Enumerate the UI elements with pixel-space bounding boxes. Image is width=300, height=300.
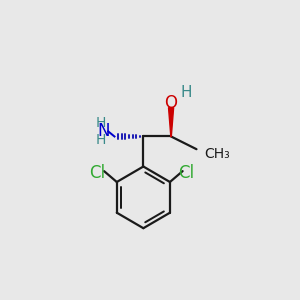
Text: N: N	[98, 122, 110, 140]
Text: H: H	[95, 116, 106, 130]
Text: Cl: Cl	[89, 164, 105, 182]
Text: H: H	[180, 85, 192, 100]
Text: H: H	[95, 133, 106, 147]
Polygon shape	[169, 108, 174, 136]
Text: O: O	[165, 94, 178, 112]
Text: Cl: Cl	[178, 164, 194, 182]
Text: CH₃: CH₃	[205, 147, 230, 161]
